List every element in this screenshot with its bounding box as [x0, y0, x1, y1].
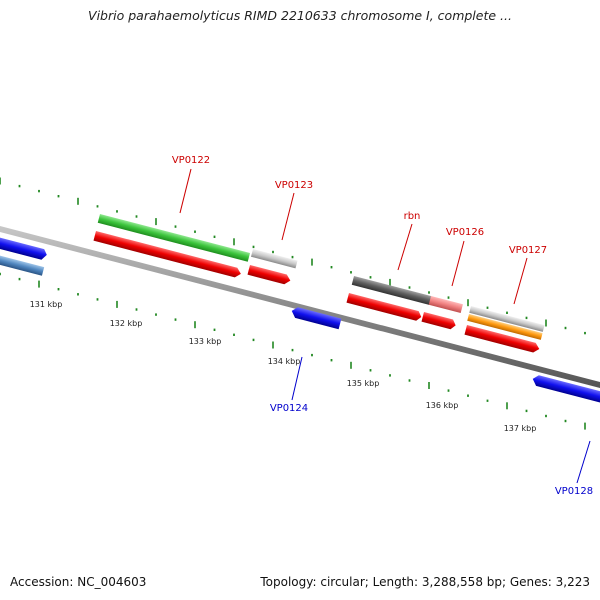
leader-vp0128	[576, 440, 591, 484]
feature-rbn-dark[interactable]	[351, 276, 432, 305]
scale-label-134: 134 kbp	[268, 357, 301, 366]
feature-vp0123-cds[interactable]	[247, 265, 291, 285]
leader-vp0122	[179, 168, 192, 214]
label-vp0124[interactable]: VP0124	[270, 403, 308, 414]
topology-summary: Topology: circular; Length: 3,288,558 bp…	[260, 575, 590, 589]
map-title: Vibrio parahaemolyticus RIMD 2210633 chr…	[88, 8, 512, 23]
label-vp0128[interactable]: VP0128	[555, 486, 593, 497]
leader-vp0124	[291, 356, 303, 401]
feature-vp0127-grey[interactable]	[469, 306, 545, 332]
label-vp0122[interactable]: VP0122	[172, 155, 210, 166]
feature-vp0126-pink[interactable]	[428, 296, 463, 314]
scale-label-137: 137 kbp	[504, 424, 537, 433]
scale-label-131: 131 kbp	[30, 300, 63, 309]
feature-vp0126-cds[interactable]	[421, 312, 456, 330]
scale-label-133: 133 kbp	[189, 337, 222, 346]
feature-left-steel[interactable]	[0, 253, 45, 276]
feature-vp0123-grey[interactable]	[250, 249, 298, 269]
feature-left-blue[interactable]	[0, 235, 48, 261]
feature-rbn-cds[interactable]	[346, 293, 422, 322]
feature-vp0122-cds[interactable]	[93, 231, 242, 279]
outer-tick-track	[0, 177, 586, 335]
inner-tick-track	[0, 272, 586, 430]
accession-text: Accession: NC_004603	[10, 575, 147, 589]
leader-vp0123	[281, 192, 295, 241]
leader-rbn	[397, 223, 413, 271]
leader-vp0126	[451, 240, 465, 287]
feature-vp0124-cds[interactable]	[290, 306, 342, 330]
feature-vp0122-green[interactable]	[97, 214, 251, 262]
label-rbn[interactable]: rbn	[404, 211, 421, 222]
scale-label-135: 135 kbp	[347, 379, 380, 388]
feature-vp0128-cds[interactable]	[531, 374, 600, 405]
label-vp0127[interactable]: VP0127	[509, 245, 547, 256]
leader-vp0127	[513, 257, 528, 305]
scale-label-132: 132 kbp	[110, 319, 143, 328]
feature-vp0127-orange[interactable]	[467, 314, 543, 340]
label-vp0126[interactable]: VP0126	[446, 227, 484, 238]
scale-label-136: 136 kbp	[426, 401, 459, 410]
feature-vp0127-cds[interactable]	[464, 325, 540, 354]
label-vp0123[interactable]: VP0123	[275, 180, 313, 191]
genome-backbone	[0, 226, 600, 388]
